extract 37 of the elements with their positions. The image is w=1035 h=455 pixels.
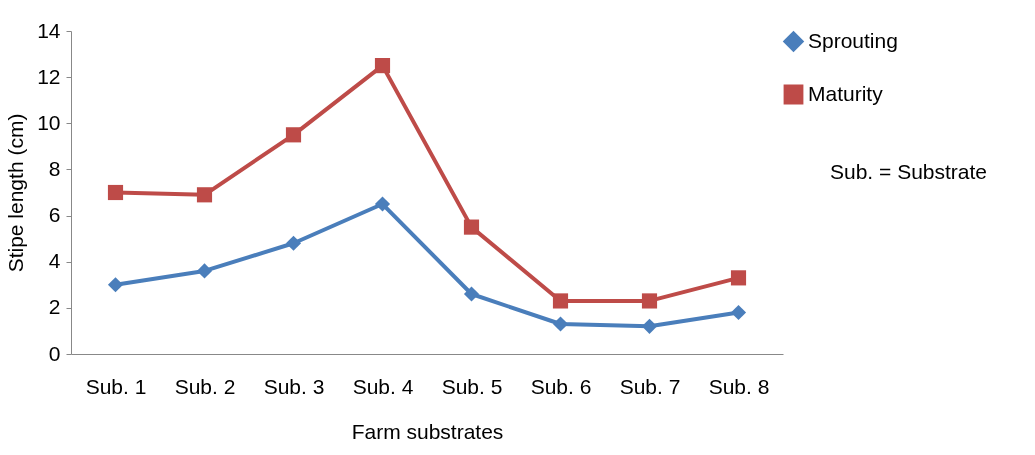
y-tick-label: 14 [37,18,61,42]
point [730,270,747,286]
point [107,184,124,201]
point [107,277,124,293]
point [285,235,302,251]
point [196,187,213,203]
y-tick-label: 8 [48,156,61,180]
y-tick-label: 10 [37,110,61,134]
point [285,127,302,143]
point [463,286,480,302]
x-tick-label: Sub. 5 [441,374,503,398]
y-axis-title: Stipe length (cm) [4,113,28,273]
text: Sub. = Substrate [830,160,988,184]
x-tick-label: Sub. 1 [85,374,147,398]
point [196,263,213,279]
point [552,293,569,309]
y-tick-label: 6 [48,203,61,227]
point [463,219,480,235]
y-tick-label: 12 [37,64,61,88]
y-tick-label: 2 [48,295,61,319]
x-tick-label: Sub. 7 [619,374,681,398]
legend-label: Maturity [808,81,884,105]
y-tick-label: 0 [48,341,61,365]
point [374,58,391,74]
x-tick-label: Sub. 8 [708,374,770,398]
point [641,293,658,309]
point [552,316,569,332]
x-tick-label: Sub. 4 [352,374,414,398]
x-tick-label: Sub. 6 [530,374,592,398]
x-tick-label: Sub. 2 [174,374,236,398]
point [641,318,658,334]
legend-label: Sprouting [808,28,898,52]
point [730,304,747,321]
x-tick-label: Sub. 3 [263,374,325,398]
y-tick-label: 4 [48,249,61,273]
point [374,196,391,212]
x-axis-title: Farm substrates [351,419,504,443]
